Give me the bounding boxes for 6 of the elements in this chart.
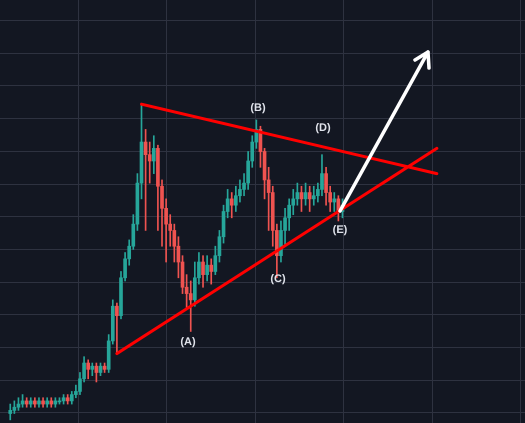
annotation: (B) xyxy=(250,102,266,114)
annotation: (C) xyxy=(270,273,286,286)
candlestick xyxy=(58,397,62,404)
annotation: (D) xyxy=(315,122,331,134)
annotation: (E) xyxy=(332,224,348,236)
annotation: (A) xyxy=(180,336,196,348)
